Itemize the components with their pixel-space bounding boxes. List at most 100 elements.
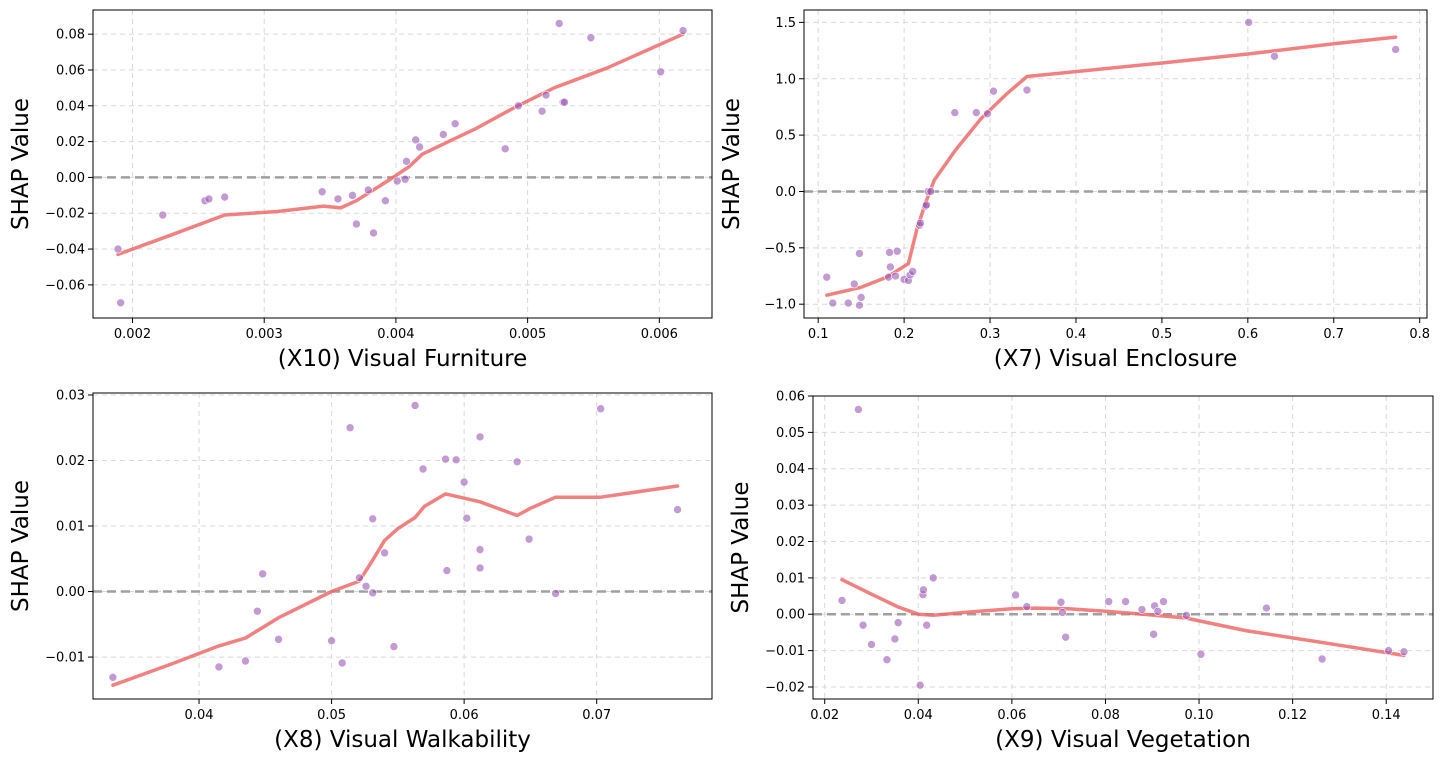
x-tick-label: 0.12 <box>1278 708 1307 723</box>
data-point <box>855 301 864 310</box>
x-tick-label: 0.06 <box>450 708 479 723</box>
x-axis-label: (X9) Visual Vegetation <box>995 727 1251 753</box>
data-point <box>586 33 596 43</box>
data-point <box>345 423 355 433</box>
data-point <box>512 457 522 467</box>
y-ticks: −1.0 −0.5 0.0 0.5 1.0 1.5 <box>764 16 804 313</box>
x-tick-label: 0.06 <box>997 708 1026 723</box>
data-point <box>368 588 377 598</box>
y-tick-label: 1.0 <box>775 72 796 87</box>
data-point <box>989 86 998 96</box>
x-tick-label: 0.5 <box>1152 327 1173 342</box>
y-tick-label: 0.02 <box>776 535 805 550</box>
data-point <box>656 67 665 77</box>
y-tick-label: 0.0 <box>775 185 796 200</box>
data-point <box>355 573 364 583</box>
x-tick-label: 0.04 <box>185 708 214 723</box>
data-point <box>928 573 938 583</box>
data-point <box>253 606 262 616</box>
y-tick-label: 0.01 <box>776 571 805 586</box>
data-point <box>886 262 895 272</box>
x-tick-label: 0.005 <box>509 327 546 342</box>
data-point <box>1061 632 1070 642</box>
y-tick-label: 0.01 <box>56 520 85 535</box>
data-point <box>1104 597 1114 606</box>
data-point <box>462 513 472 523</box>
data-point <box>381 196 390 206</box>
x-axis-label: (X10) Visual Furniture <box>278 346 528 372</box>
y-tick-label: 0.03 <box>56 388 85 403</box>
data-point <box>1022 85 1032 95</box>
data-point <box>442 566 452 575</box>
data-point <box>882 655 892 665</box>
data-point <box>1153 607 1163 616</box>
data-point <box>885 248 894 257</box>
data-point <box>361 581 371 591</box>
data-point <box>400 174 410 184</box>
data-point <box>459 477 469 487</box>
data-point <box>389 642 399 651</box>
panel-visual-vegetation: 0.02 0.04 0.06 0.08 0.10 0.12 0.14 −0.02 −0.01 0… <box>728 390 1434 753</box>
data-point <box>843 298 853 308</box>
data-point <box>926 187 936 196</box>
data-point <box>475 432 485 442</box>
data-point <box>849 279 859 289</box>
data-point <box>1399 647 1409 657</box>
trend-line <box>116 32 685 257</box>
y-axis-label: SHAP Value <box>728 482 754 614</box>
y-tick-label: −0.01 <box>765 644 805 659</box>
data-point <box>441 454 450 464</box>
data-point <box>867 640 876 649</box>
y-tick-label: 0.05 <box>776 426 805 441</box>
data-point <box>1159 597 1168 606</box>
x-tick-label: 0.4 <box>1066 327 1087 342</box>
points-group <box>837 405 1409 690</box>
data-point <box>855 249 864 258</box>
data-point <box>415 142 424 152</box>
trend-line-group <box>840 577 1406 658</box>
data-point <box>1011 590 1020 600</box>
data-point <box>1149 629 1158 639</box>
data-point <box>856 293 866 302</box>
data-point <box>908 267 918 276</box>
data-point <box>108 673 118 682</box>
data-point <box>922 620 932 630</box>
x-axis-label: (X7) Visual Enclosure <box>994 346 1238 372</box>
panel-visual-furniture: 0.002 0.003 0.004 0.005 0.006 −0.06−0.04−0.0… <box>8 9 713 372</box>
x-tick-label: 0.10 <box>1185 708 1214 723</box>
data-point <box>541 90 551 100</box>
data-point <box>220 192 230 202</box>
y-tick-label: −1.0 <box>764 298 796 313</box>
data-point <box>333 194 343 204</box>
data-point <box>241 656 250 666</box>
data-point <box>922 200 931 210</box>
y-tick-label: −0.06 <box>45 278 85 293</box>
data-point <box>919 585 928 595</box>
data-point <box>317 187 327 197</box>
data-point <box>214 662 224 672</box>
data-point <box>971 108 981 117</box>
data-point <box>1384 646 1393 655</box>
data-point <box>892 246 902 256</box>
x-tick-label: 0.08 <box>1091 708 1120 723</box>
plot-frame <box>803 9 1428 319</box>
plot-frame <box>92 9 713 319</box>
x-tick-label: 0.07 <box>582 708 611 723</box>
x-tick-label: 0.3 <box>980 327 1001 342</box>
data-point <box>915 680 925 690</box>
data-point <box>854 405 863 414</box>
data-point <box>828 298 838 308</box>
x-tick-label: 0.7 <box>1323 327 1344 342</box>
y-tick-label: 0.00 <box>56 171 85 186</box>
x-tick-label: 0.02 <box>810 708 839 723</box>
grid <box>93 393 712 699</box>
trend-line <box>825 35 1398 297</box>
data-point <box>890 634 900 644</box>
data-point <box>380 548 389 558</box>
data-point <box>916 218 925 228</box>
data-point <box>1137 605 1147 614</box>
data-point <box>337 658 347 668</box>
y-axis-label: SHAP Value <box>8 480 34 612</box>
data-point <box>1196 649 1206 659</box>
